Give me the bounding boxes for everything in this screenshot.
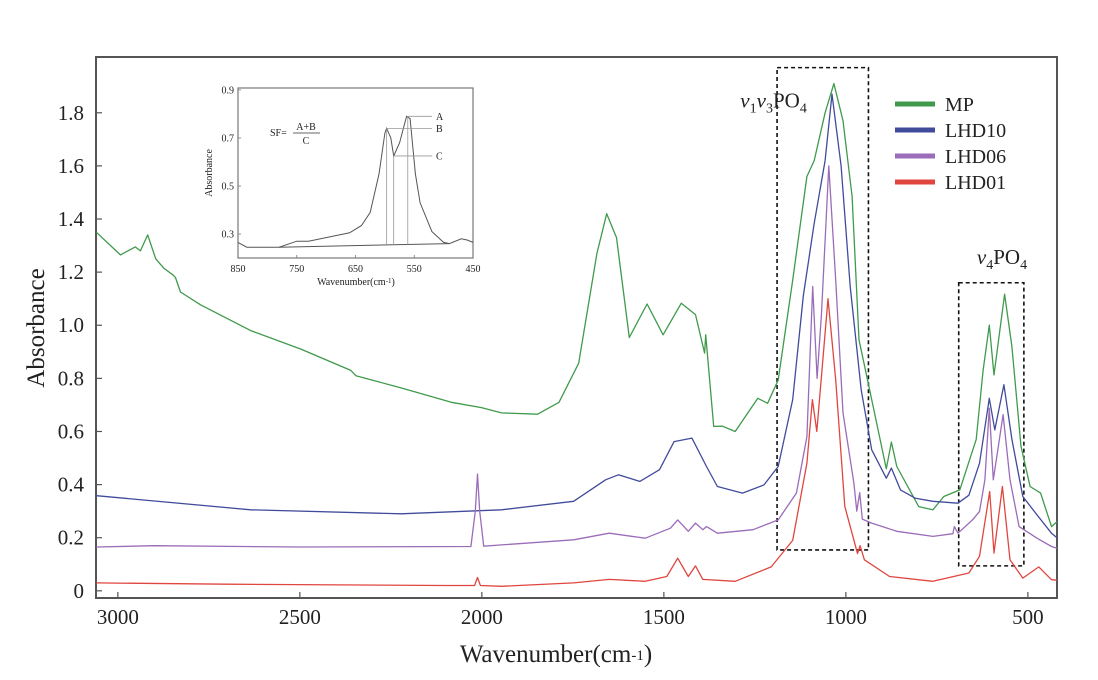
legend-label-mp: MP <box>945 94 974 116</box>
peak-annotation: v1v3PO4 <box>740 88 807 116</box>
sf-formula-numerator: A+B <box>296 122 316 133</box>
legend-label-lhd10: LHD10 <box>945 120 1006 142</box>
y-axis-ticks: 0 0.2 0.4 0.6 0.8 1.0 1.2 1.4 1.6 1.8 <box>58 101 102 603</box>
inset-x-tick-label: 750 <box>289 264 304 275</box>
inset-marker-label-c: C <box>436 151 443 162</box>
inset-y-tick-label: 0.5 <box>222 181 235 192</box>
y-tick-label: 0.4 <box>58 473 85 497</box>
inset-y-axis-label: Absorbance <box>204 149 215 197</box>
y-tick-label: 0.8 <box>58 366 84 390</box>
dashed-region-box <box>776 66 870 551</box>
inset-x-axis-label: Wavenumber(cm-1) <box>317 277 395 288</box>
annotation-subscript: 4 <box>986 258 993 273</box>
inset-y-tick-label: 0.9 <box>222 85 235 96</box>
highlight-regions <box>776 66 1025 567</box>
inset-x-tick-label: 450 <box>466 264 481 275</box>
y-tick-label: 1.6 <box>58 154 84 178</box>
annotation-text: v <box>740 88 750 112</box>
y-tick-label: 0.6 <box>58 419 84 443</box>
x-tick-label: 1500 <box>643 605 685 629</box>
inset-x-tick-label: 650 <box>348 264 363 275</box>
inset-marker-label-a: A <box>436 112 444 123</box>
x-tick-label: 3000 <box>97 605 139 629</box>
y-tick-label: 1.8 <box>58 101 84 125</box>
series-line-mp <box>95 82 1058 528</box>
annotation-text: v <box>977 245 987 269</box>
x-axis-label: Wavenumber(cm-1) <box>460 641 652 668</box>
plot-frame <box>95 56 1058 599</box>
annotation-subscript: 4 <box>800 101 807 116</box>
inset-line-spectrum <box>237 115 474 248</box>
y-tick-label: 1.2 <box>58 260 84 284</box>
y-tick-label: 0 <box>74 579 85 603</box>
inset-markers: AB C <box>386 112 444 245</box>
series-lines <box>95 82 1058 587</box>
series-line-lhd06 <box>96 165 1058 549</box>
x-tick-label: 500 <box>1012 605 1044 629</box>
inset-y-tick-label: 0.3 <box>222 229 235 240</box>
legend: MP LHD10 LHD06 LHD01 <box>895 94 1006 194</box>
legend-label-lhd06: LHD06 <box>945 146 1006 168</box>
sf-formula: SF= A+B C <box>270 122 320 147</box>
inset-series <box>237 115 474 248</box>
inset-y-tick-label: 0.7 <box>222 133 235 144</box>
y-axis-label: Absorbance <box>23 268 50 387</box>
sf-formula-lhs: SF= <box>270 128 287 139</box>
y-tick-label: 1.0 <box>58 313 84 337</box>
x-tick-label: 2000 <box>461 605 503 629</box>
y-tick-label: 1.4 <box>58 207 85 231</box>
legend-label-lhd01: LHD01 <box>945 172 1006 194</box>
annotation-subscript: 4 <box>1020 258 1027 273</box>
series-line-lhd01 <box>96 298 1058 587</box>
series-line-lhd10 <box>96 93 1058 539</box>
inset-marker-label-b: B <box>436 124 443 135</box>
x-axis-ticks: 3000 2500 2000 1500 1000 500 <box>97 592 1044 629</box>
annotation-subscript: 3 <box>766 101 773 116</box>
sf-formula-denominator: C <box>303 136 310 147</box>
peak-annotation: v4PO4 <box>977 245 1027 273</box>
annotation-text: PO <box>993 245 1020 269</box>
inset-ticks: 850 750 650 550 450 0.3 0.5 0.7 0.9 <box>222 85 481 275</box>
annotation-text: PO <box>773 88 800 112</box>
annotation-subscript: 1 <box>750 101 757 116</box>
inset-x-tick-label: 550 <box>407 264 422 275</box>
x-tick-label: 1000 <box>825 605 867 629</box>
dashed-region-box <box>957 281 1025 567</box>
inset-x-tick-label: 850 <box>231 264 246 275</box>
annotation-text: v <box>757 88 767 112</box>
x-tick-label: 2500 <box>279 605 321 629</box>
y-tick-label: 0.2 <box>58 526 84 550</box>
inset-chart: 850 750 650 550 450 0.3 0.5 0.7 0.9 AB C Absorban… <box>204 85 481 288</box>
inset-line-baseline <box>279 243 450 248</box>
